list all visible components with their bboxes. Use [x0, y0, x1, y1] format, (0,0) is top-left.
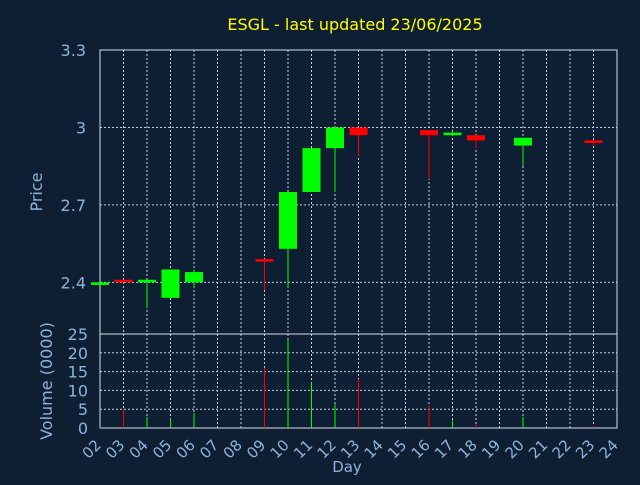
volume-bar	[287, 339, 289, 428]
candlestick	[443, 132, 462, 136]
x-tick-label: 11	[290, 436, 316, 462]
volume-tick-label: 0	[78, 419, 88, 438]
candlestick	[467, 135, 485, 149]
candle-body	[349, 127, 368, 136]
x-tick-label: 17	[431, 436, 457, 462]
price-y-ticks: 2.4 2.7 3 3.3	[61, 41, 86, 292]
x-tick-label: 23	[572, 436, 598, 462]
candle-body	[514, 137, 532, 146]
volume-bar	[99, 426, 101, 428]
candle-body	[91, 282, 109, 285]
volume-tick-label: 20	[68, 344, 88, 363]
candlestick	[138, 279, 156, 309]
candlestick	[584, 140, 603, 146]
x-tick-label: 06	[173, 436, 199, 462]
candle-body	[467, 135, 485, 141]
candle-body	[584, 140, 603, 143]
x-tick-label: 14	[361, 436, 387, 462]
x-tick-label: 16	[408, 436, 434, 462]
candlestick	[420, 130, 438, 180]
x-tick-label: 15	[384, 436, 410, 462]
volume-bar	[264, 367, 265, 428]
candlestick	[114, 279, 133, 283]
volume-y-axis-label: Volume (0000)	[37, 322, 56, 440]
x-tick-label: 19	[478, 436, 504, 462]
volume-bars-layer	[99, 339, 594, 428]
x-tick-label: 05	[149, 436, 175, 462]
volume-bar	[358, 379, 359, 428]
chart-title: ESGL - last updated 23/06/2025	[227, 15, 482, 34]
x-tick-label: 18	[455, 436, 481, 462]
x-tick-label: 02	[79, 436, 105, 462]
candle-body	[114, 279, 133, 283]
volume-bar	[428, 405, 430, 428]
x-tick-label: 20	[502, 436, 528, 462]
volume-bar	[452, 420, 453, 428]
candlestick	[302, 148, 321, 192]
candlestick	[326, 127, 344, 192]
x-tick-label: 24	[596, 436, 622, 462]
candle-body	[420, 130, 438, 136]
candlestick	[255, 259, 274, 291]
x-tick-label: 10	[267, 436, 293, 462]
candlestick	[349, 127, 368, 156]
candle-body	[443, 132, 462, 136]
candles-layer	[91, 127, 603, 309]
candlestick	[279, 192, 297, 288]
x-tick-label: 08	[220, 436, 246, 462]
candlestick	[185, 269, 203, 288]
volume-bar	[123, 409, 124, 428]
candlestick	[161, 269, 180, 298]
price-tick-label: 2.4	[61, 273, 86, 292]
candle-body	[138, 279, 156, 283]
candle-body	[185, 272, 203, 283]
x-tick-label: 22	[549, 436, 575, 462]
candle-body	[302, 148, 321, 192]
volume-bar	[475, 424, 477, 428]
price-tick-label: 3.3	[61, 41, 86, 60]
volume-bar	[146, 416, 148, 428]
x-tick-label: 04	[126, 436, 152, 462]
x-tick-label: 03	[102, 436, 128, 462]
candle-body	[161, 269, 180, 298]
volume-tick-label: 25	[68, 325, 88, 344]
price-tick-label: 2.7	[61, 196, 86, 215]
volume-bar	[311, 382, 312, 428]
volume-tick-label: 5	[78, 400, 88, 419]
volume-tick-label: 15	[68, 363, 88, 382]
x-axis-label: Day	[332, 458, 362, 476]
volume-tick-label: 10	[68, 381, 88, 400]
x-tick-label: 09	[243, 436, 269, 462]
x-tick-label: 21	[525, 436, 551, 462]
volume-bar	[334, 403, 336, 428]
volume-bar	[522, 416, 524, 428]
candlestick	[514, 137, 532, 167]
candle-body	[326, 127, 344, 149]
candle-body	[279, 192, 297, 249]
x-tick-label: 07	[196, 436, 222, 462]
price-tick-label: 3	[76, 118, 86, 137]
volume-bar	[193, 412, 195, 428]
candlestick	[91, 282, 109, 285]
candle-body	[255, 259, 274, 262]
price-y-axis-label: Price	[27, 172, 46, 211]
volume-bar	[170, 418, 171, 428]
volume-bar	[593, 426, 594, 428]
